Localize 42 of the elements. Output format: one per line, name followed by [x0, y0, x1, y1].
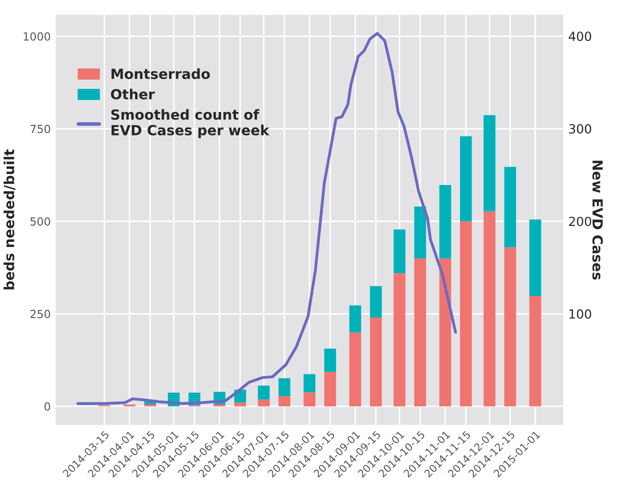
- bar: [278, 396, 290, 406]
- y2-tick-label: 300: [569, 124, 592, 134]
- y2-tick-label: 400: [568, 32, 592, 42]
- y-tick-label: 500: [30, 217, 50, 226]
- bar: [439, 185, 452, 258]
- legend-label: Smoothed count of EVD Cases per week: [111, 109, 270, 138]
- line-series: [76, 32, 457, 405]
- bar: [484, 211, 496, 406]
- bar: [529, 296, 542, 406]
- bar: [349, 332, 362, 406]
- y-tick-label: 0: [44, 402, 50, 411]
- bar: [484, 115, 496, 212]
- bar: [504, 247, 516, 406]
- bar: [460, 221, 472, 406]
- bar: [370, 318, 382, 406]
- bar: [460, 136, 472, 222]
- bar: [278, 378, 290, 396]
- bar: [234, 402, 246, 406]
- bar: [258, 400, 270, 406]
- bar: [394, 229, 406, 274]
- y2-axis-title: New EVD Cases: [592, 160, 603, 280]
- bar: [414, 258, 426, 406]
- legend-label: Montserrado: [112, 68, 210, 80]
- y-axis-title: beds needed/built: [4, 149, 16, 290]
- bar: [349, 305, 362, 332]
- bar: [504, 166, 516, 248]
- y-tick-label: 1000: [24, 32, 50, 41]
- bar: [439, 258, 452, 406]
- y-tick-label: 250: [30, 310, 50, 318]
- bar: [304, 374, 316, 392]
- y2-tick-label: 100: [570, 309, 592, 319]
- bar: [370, 286, 382, 318]
- bar: [529, 219, 542, 296]
- y-tick-label: 750: [30, 124, 50, 134]
- bar: [324, 348, 336, 372]
- legend-label: Other: [111, 88, 155, 100]
- y2-tick-label: 200: [569, 216, 592, 226]
- bar: [324, 372, 336, 406]
- bar: [304, 392, 316, 406]
- bar: [414, 206, 426, 258]
- bar: [258, 386, 270, 400]
- bar: [394, 273, 406, 406]
